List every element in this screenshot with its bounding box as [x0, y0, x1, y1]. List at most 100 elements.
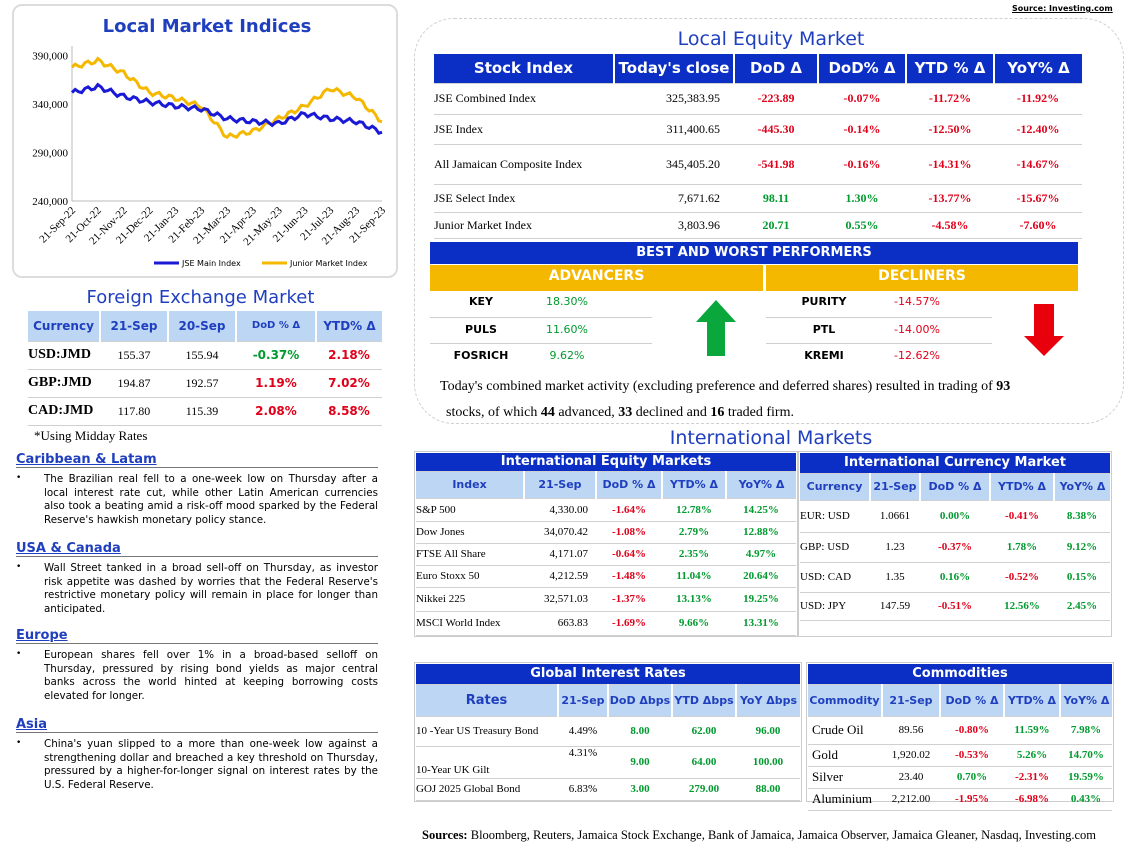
news-section: Caribbean & Latam • The Brazilian real f… [16, 452, 378, 792]
lem-cell: 0.55% [818, 212, 906, 239]
y-tick-label: 340,000 [32, 99, 68, 111]
table-row: Aluminium 2,212.00 -1.95% -6.98% 0.43% [808, 788, 1112, 811]
iem-cell: Euro Stoxx 50 [416, 565, 524, 588]
table-row: JSE Select Index 7,671.62 98.11 1.30% -1… [434, 184, 1082, 213]
icm-cell: 1.23 [870, 532, 920, 563]
iem-cell: 4,330.00 [524, 498, 596, 522]
com-cell: Crude Oil [808, 716, 882, 745]
lem-header-dod: DoD Δ [734, 54, 819, 84]
lem-cell: 311,400.65 [614, 114, 734, 145]
news-title-caribbean[interactable]: Caribbean & Latam [16, 452, 378, 468]
icm-cell: -0.37% [920, 532, 990, 563]
com-table: Commodities Commodity 21-Sep DoD % Δ YTD… [808, 664, 1112, 811]
lem-cell: -15.67% [994, 184, 1082, 213]
table-row: USD:JMD 155.37 155.94 -0.37% 2.18% [28, 341, 382, 370]
dec-header: DECLINERS [766, 265, 1078, 291]
gir-cell: 279.00 [672, 778, 736, 801]
fx-header-date1: 21-Sep [100, 311, 169, 342]
series-line-junior-market-index [70, 56, 383, 140]
list-item: KEY 18.30% [430, 292, 652, 318]
icm-table: International Currency Market Currency 2… [800, 453, 1110, 621]
fx-header-dod: DoD % Δ [236, 311, 317, 342]
iem-cell: -1.08% [596, 521, 662, 544]
iem-cell: -1.64% [596, 498, 662, 522]
gir-header: YTD Δbps [672, 684, 737, 717]
table-row: GOJ 2025 Global Bond 6.83% 3.00 279.00 88.00 [416, 778, 800, 801]
com-cell: 5.26% [1004, 744, 1060, 767]
news-title-asia[interactable]: Asia [16, 717, 378, 733]
activity-total: 93 [996, 379, 1011, 394]
bullet-icon: • [16, 738, 22, 748]
iem-cell: 19.25% [726, 587, 796, 612]
fx-cell: 155.94 [168, 341, 236, 370]
lem-cell: JSE Index [434, 114, 614, 145]
icm-cell: 0.00% [920, 500, 990, 533]
list-item: PULS 11.60% [430, 318, 652, 344]
fx-cell: 155.37 [100, 341, 168, 370]
news-title-usa[interactable]: USA & Canada [16, 541, 378, 557]
bullet-icon: • [16, 562, 22, 572]
iem-cell: 14.25% [726, 498, 796, 522]
icm-cell: 1.78% [990, 532, 1054, 563]
y-tick-label: 390,000 [32, 51, 68, 63]
icm-cell: 1.0661 [870, 500, 920, 533]
adv-ticker: FOSRICH [453, 349, 509, 362]
activity-text: traded firm. [724, 405, 794, 420]
gir-cell: 10-Year UK Gilt [416, 746, 558, 779]
icm-header: Currency [800, 473, 871, 501]
fx-cell: 117.80 [100, 397, 168, 426]
com-title: Commodities [808, 664, 1112, 685]
iem-cell: -0.64% [596, 543, 662, 566]
fx-cell: 8.58% [316, 397, 382, 426]
iem-cell: -1.48% [596, 565, 662, 588]
legend-main-label: JSE Main Index [181, 259, 241, 268]
com-cell: 0.70% [940, 766, 1004, 789]
com-header: YoY% Δ [1060, 684, 1112, 717]
table-row: GBP: USD 1.23 -0.37% 1.78% 9.12% [800, 532, 1110, 563]
activity-advanced: 44 [540, 405, 555, 420]
dec-ticker: PTL [812, 323, 836, 336]
com-cell: 23.40 [882, 766, 940, 789]
table-row: MSCI World Index 663.83 -1.69% 9.66% 13.31% [416, 611, 796, 636]
lem-cell: -7.60% [994, 212, 1082, 239]
table-row: JSE Index 311,400.65 -445.30 -0.14% -12.… [434, 114, 1082, 145]
lem-table: Stock Index Today's close DoD Δ DoD% Δ Y… [434, 54, 1082, 239]
fx-cell: 192.57 [168, 369, 236, 398]
iem-cell: 2.35% [662, 543, 726, 566]
adv-value: 18.30% [546, 295, 588, 308]
gir-cell: 62.00 [672, 716, 736, 747]
com-cell: Aluminium [808, 788, 882, 811]
table-row: Silver 23.40 0.70% -2.31% 19.59% [808, 766, 1112, 789]
lem-cell: JSE Select Index [434, 184, 614, 213]
list-item: PTL -14.00% [766, 318, 992, 344]
iem-cell: 34,070.42 [524, 521, 596, 544]
lem-header-ytd: YTD % Δ [906, 54, 995, 84]
fx-cell: CAD:JMD [28, 397, 100, 426]
fx-cell: -0.37% [236, 341, 316, 370]
news-title-europe[interactable]: Europe [16, 628, 378, 644]
fx-cell: GBP:JMD [28, 369, 100, 398]
gir-cell: 8.00 [608, 716, 672, 747]
gir-cell: 10 -Year US Treasury Bond [416, 716, 558, 747]
activity-text: stocks, of which [446, 405, 541, 420]
iem-cell: FTSE All Share [416, 543, 524, 566]
table-row: 10 -Year US Treasury Bond 4.49% 8.00 62.00 9… [416, 716, 800, 747]
lem-cell: 345,405.20 [614, 144, 734, 185]
icm-cell: EUR: USD [800, 500, 870, 533]
local-market-indices-panel: Local Market Indices 390,000 340,000 290,0… [12, 4, 398, 278]
icm-cell: 147.59 [870, 592, 920, 621]
lem-cell: -445.30 [734, 114, 818, 145]
fx-cell: USD:JMD [28, 341, 100, 370]
com-cell: 11.59% [1004, 716, 1060, 745]
sources-footer: Sources: Bloomberg, Reuters, Jamaica Sto… [422, 828, 1096, 843]
lem-header-dodp: DoD% Δ [818, 54, 907, 84]
fx-header-date2: 20-Sep [168, 311, 237, 342]
gir-header: DoD Δbps [608, 684, 673, 717]
down-arrow-icon [1024, 304, 1064, 356]
iem-cell: 12.78% [662, 498, 726, 522]
iem-table: International Equity Markets Index 21-Se… [416, 453, 796, 636]
gir-cell: 88.00 [736, 778, 800, 801]
icm-cell: 1.35 [870, 562, 920, 593]
bwp-title: BEST AND WORST PERFORMERS [430, 242, 1078, 264]
adv-ticker: PULS [465, 323, 497, 336]
